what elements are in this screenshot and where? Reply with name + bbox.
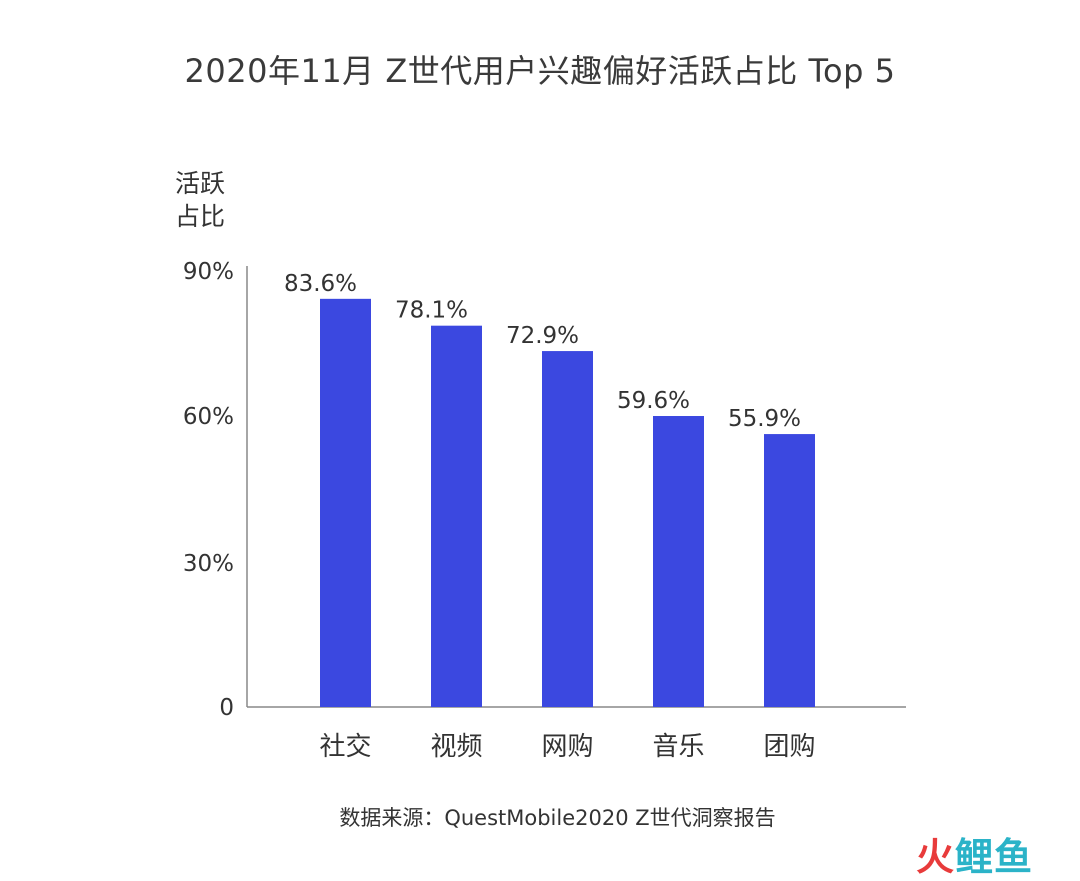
value-label-2: 78.1%	[395, 298, 468, 324]
y-axis-label-line-1: 活跃	[175, 169, 225, 198]
x-tick-labels: 社交 视频 网购 音乐 团购	[319, 732, 815, 762]
y-tick-label: 0	[219, 695, 234, 721]
y-tick-label: 60%	[183, 404, 234, 430]
y-axis-label-line-2: 占比	[175, 202, 225, 231]
value-label-5: 55.9%	[728, 406, 801, 432]
watermark-char-1: 火	[916, 835, 956, 879]
bars	[320, 298, 815, 707]
watermark-logo: 火鲤鱼	[916, 826, 1033, 881]
bar-3	[542, 351, 593, 707]
watermark-char-3: 鱼	[994, 835, 1034, 879]
value-label-4: 59.6%	[617, 388, 690, 414]
x-tick-label-2: 视频	[430, 732, 482, 762]
chart-title: 2020年11月 Z世代用户兴趣偏好活跃占比 Top 5	[184, 52, 896, 90]
y-tick-labels: 0 30% 60% 90%	[183, 259, 234, 721]
bar-2	[431, 325, 482, 707]
bar-4	[653, 416, 704, 707]
watermark-char-2: 鲤	[955, 835, 995, 879]
y-tick-label: 30%	[183, 551, 234, 577]
bar-5	[764, 434, 815, 707]
x-tick-label-4: 音乐	[652, 732, 704, 762]
x-tick-label-5: 团购	[763, 732, 815, 762]
value-labels: 83.6% 78.1% 72.9% 59.6% 55.9%	[284, 271, 801, 432]
x-tick-label-3: 网购	[541, 732, 593, 762]
source-note: 数据来源：QuestMobile2020 Z世代洞察报告	[339, 806, 776, 830]
value-label-3: 72.9%	[506, 323, 579, 349]
y-tick-label: 90%	[183, 259, 234, 285]
x-tick-label-1: 社交	[319, 732, 371, 762]
value-label-1: 83.6%	[284, 271, 357, 297]
bar-1	[320, 298, 371, 707]
